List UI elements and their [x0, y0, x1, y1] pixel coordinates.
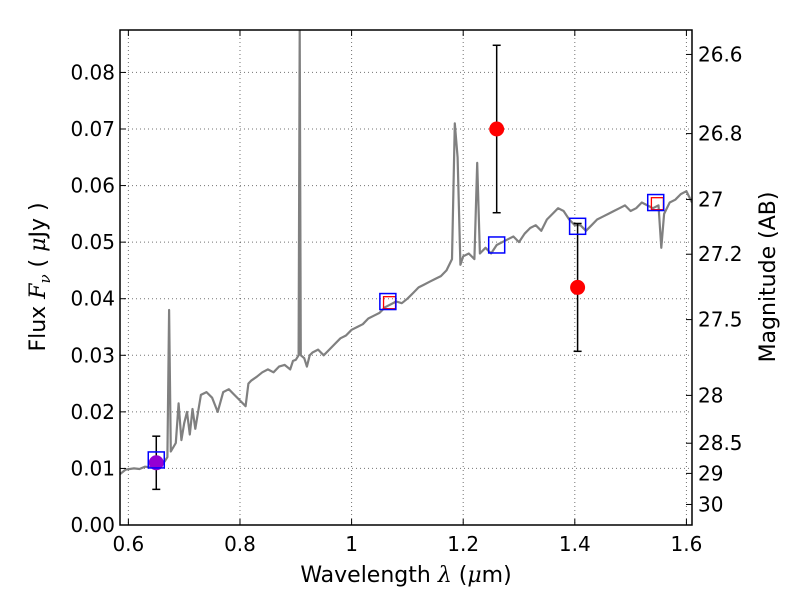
axis-ticks — [120, 30, 692, 526]
magnitude-tick-label: 29 — [698, 461, 723, 485]
magnitude-tick-label: 28.5 — [698, 431, 743, 455]
spectrum-line — [120, 30, 692, 475]
magnitude-tick-label: 30 — [698, 492, 723, 516]
y-tick-label: 0.06 — [70, 174, 115, 198]
x-axis-label: Wavelength λ (μm) — [300, 563, 511, 588]
model-point-blue — [646, 193, 665, 212]
spectrum-series — [120, 30, 692, 475]
y-tick-label: 0.02 — [70, 400, 115, 424]
y-tick-label: 0.08 — [70, 60, 115, 84]
model-point-blue — [568, 217, 587, 236]
model-point-blue — [147, 451, 166, 469]
model-point-blue — [487, 236, 506, 254]
magnitude-tick-label: 27.5 — [698, 308, 743, 332]
x-tick-label: 0.8 — [224, 532, 256, 556]
magnitude-tick-label: 26.8 — [698, 122, 743, 146]
x-tick-label: 1.2 — [447, 532, 479, 556]
magnitude-tick-label: 27.2 — [698, 242, 743, 266]
x-tick-label: 0.6 — [112, 532, 144, 556]
magnitude-tick-label: 26.6 — [698, 42, 743, 66]
y-tick-label: 0.04 — [70, 287, 115, 311]
observed-points — [148, 121, 586, 471]
grid — [120, 30, 692, 525]
observed-point — [148, 455, 164, 471]
observed-point — [489, 121, 505, 137]
x-tick-label: 1.4 — [559, 532, 591, 556]
y-axis-label: Flux Fν ( μJy ) — [26, 202, 54, 351]
y-tick-label: 0.03 — [70, 343, 115, 367]
x-tick-label: 1.6 — [671, 532, 703, 556]
error-bars — [152, 44, 582, 491]
observed-point — [570, 279, 586, 295]
x-tick-label: 1 — [345, 532, 358, 556]
y-tick-label: 0.01 — [70, 456, 115, 480]
y-tick-label: 0.00 — [70, 513, 115, 537]
y-tick-label: 0.05 — [70, 230, 115, 254]
magnitude-tick-label: 28 — [698, 383, 723, 407]
model-point-blue — [379, 292, 397, 311]
tick-labels: 0.6 0.8 1 1.2 1.4 1.6 0.00 0.01 0.02 0.03 0.04 0.05… — [70, 42, 742, 556]
plot-frame — [119, 29, 693, 526]
magnitude-axis-label: Magnitude (AB) — [756, 192, 781, 363]
model-points — [147, 193, 665, 469]
magnitude-tick-label: 27 — [698, 187, 723, 211]
y-tick-label: 0.07 — [70, 117, 115, 141]
